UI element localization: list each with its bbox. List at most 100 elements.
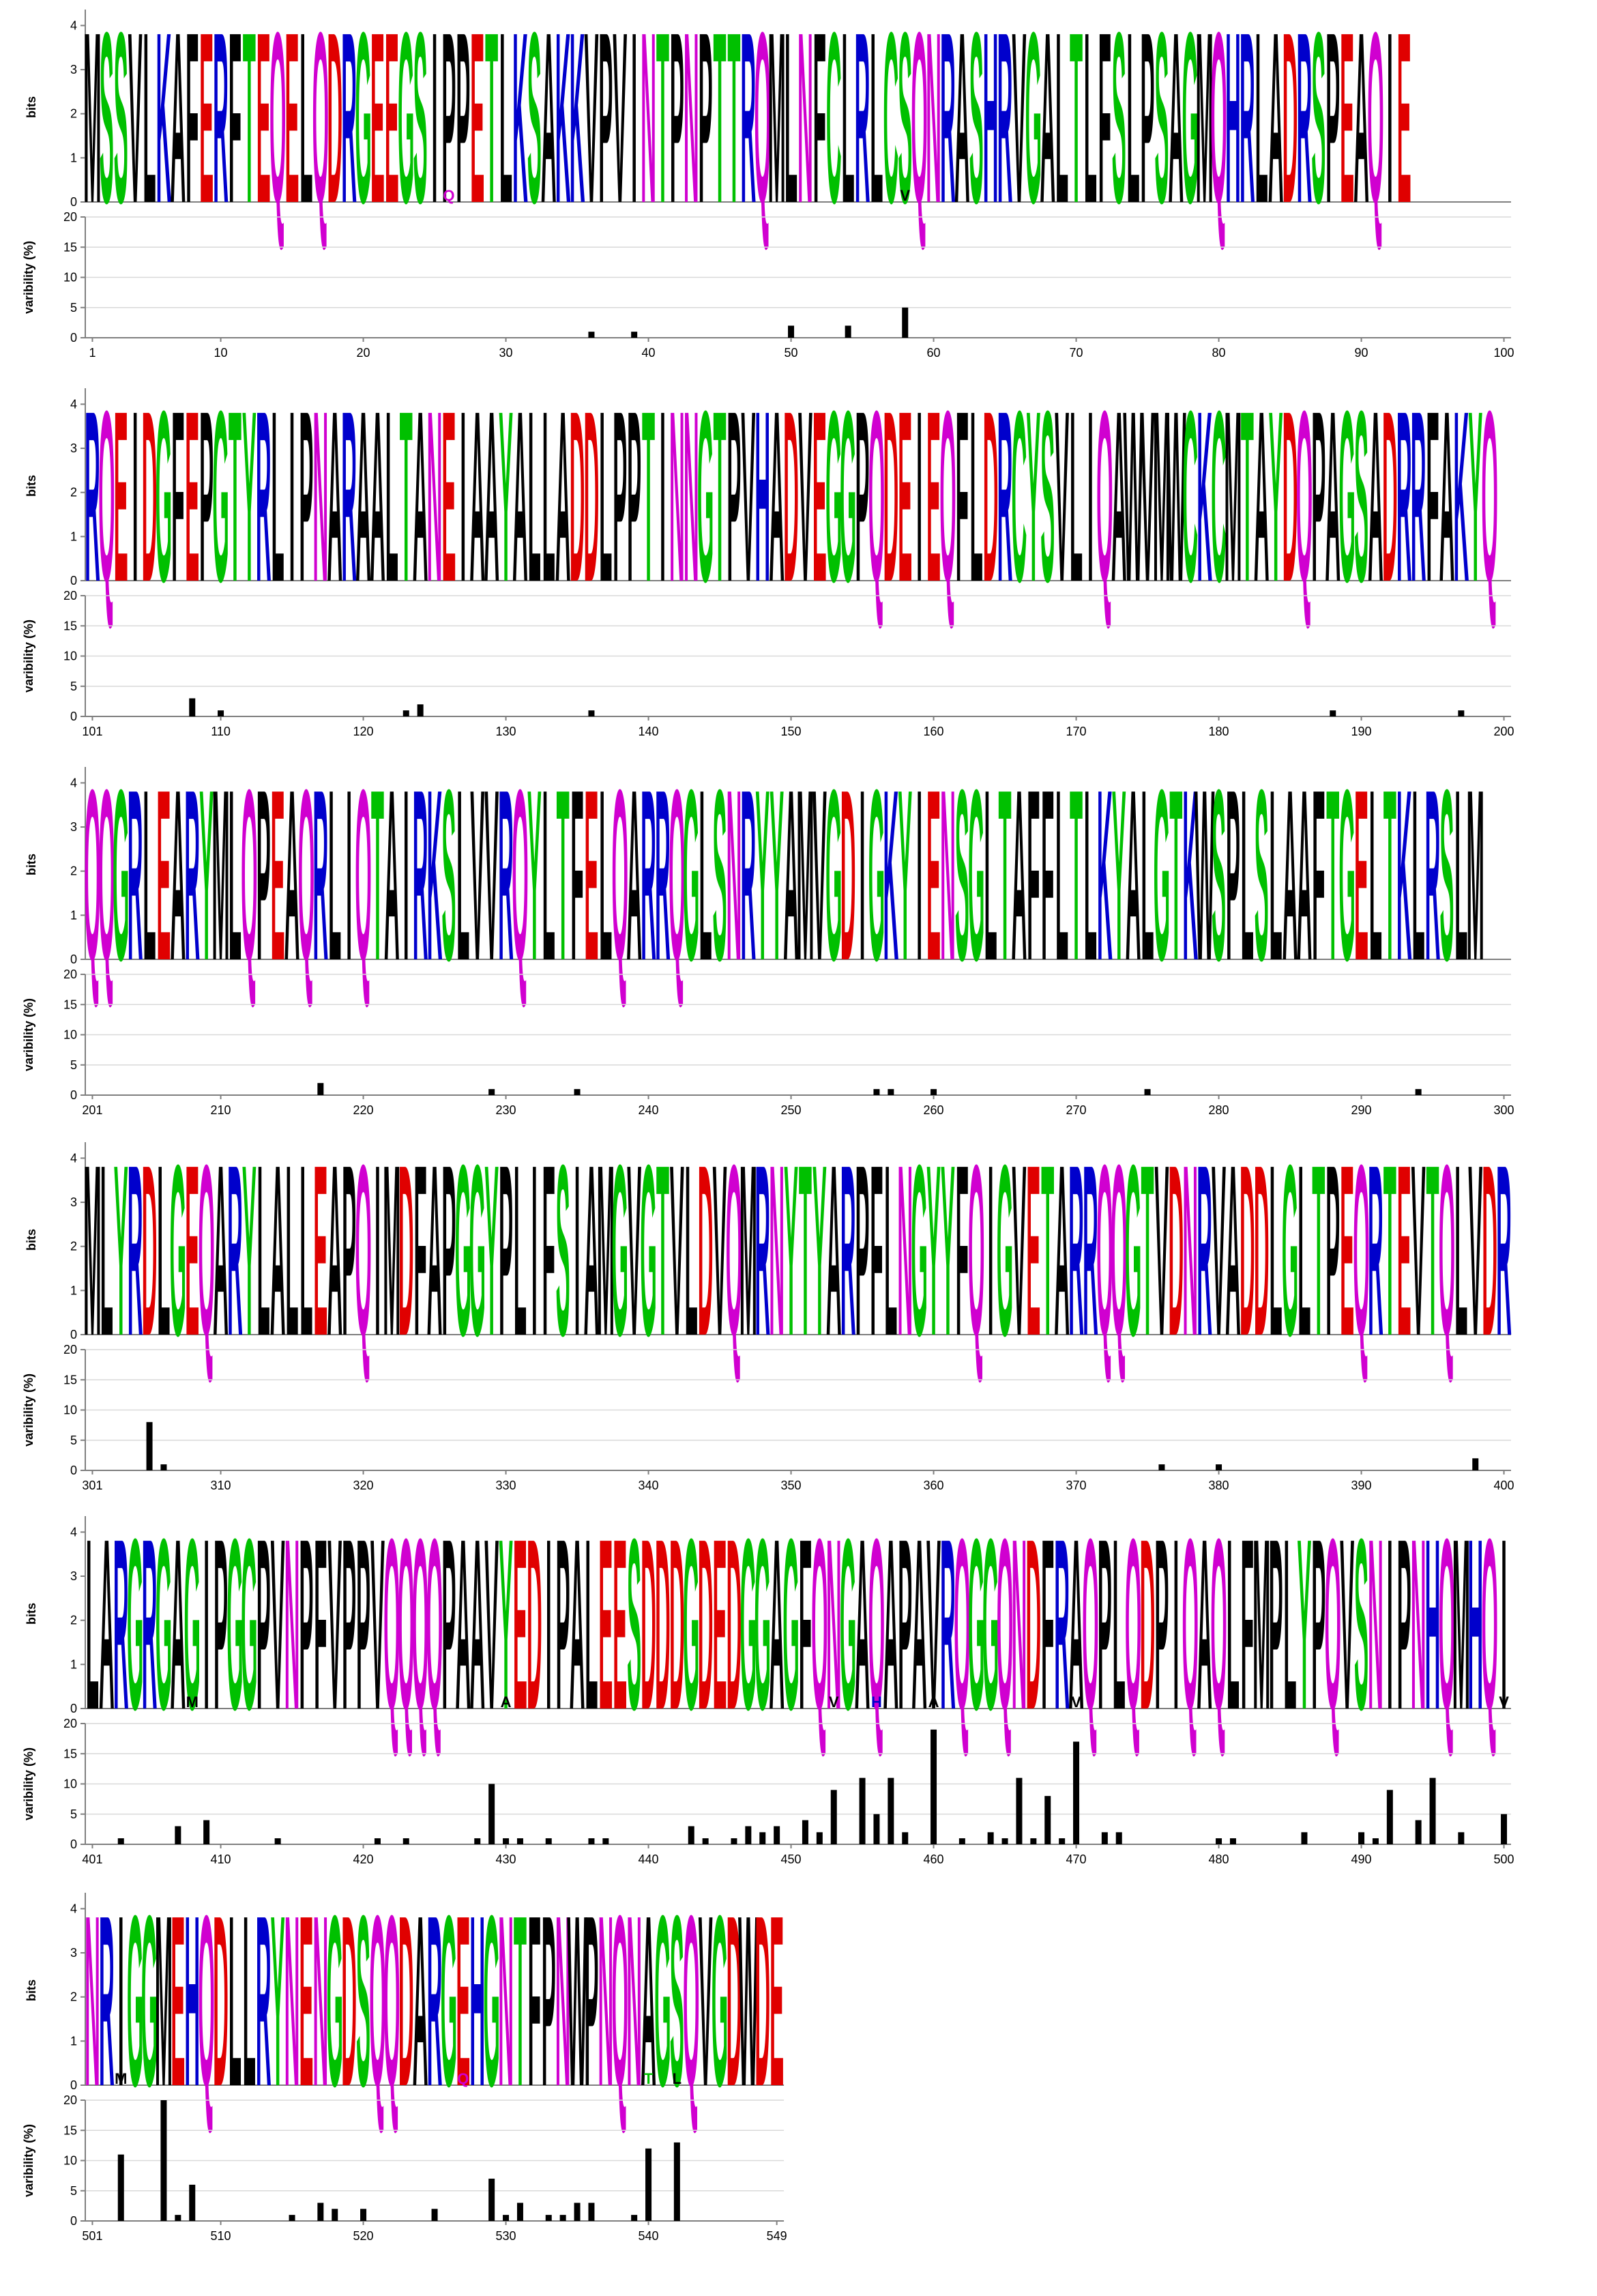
logo-residue: M: [83, 0, 101, 254]
variability-x-tick-label: 10: [214, 346, 228, 360]
logo-residue: A: [769, 1487, 785, 1760]
logo-residue: A: [911, 1487, 927, 1760]
logo-residue: D: [1283, 0, 1298, 254]
variability-x-tick-label: 90: [1355, 346, 1368, 360]
variability-x-tick-label: 360: [924, 1479, 944, 1492]
logo-residue: E: [370, 0, 385, 254]
logo-residue: M: [796, 738, 814, 1011]
logo-residue: G: [697, 360, 714, 633]
logo-minor-residue: Q: [457, 2070, 469, 2087]
logo-residue: D: [1026, 1487, 1042, 1760]
variability-y-axis-label: varibility (%): [22, 620, 35, 693]
logo-residue: G: [355, 0, 371, 254]
logo-residue: N: [313, 1864, 329, 2137]
logo-y-tick-label: 0: [70, 1328, 77, 1341]
logo-residue: V: [1055, 360, 1069, 633]
logo-residue: S: [413, 0, 428, 254]
variability-bar: [631, 2215, 638, 2221]
logo-residue: Y: [770, 738, 784, 1011]
variability-y-axis-label: varibility (%): [22, 1747, 35, 1820]
variability-bar: [845, 325, 851, 338]
logo-residue: E: [1397, 1114, 1411, 1386]
logo-residue: A: [1283, 738, 1298, 1011]
logo-residue: R: [1368, 1114, 1383, 1386]
logo-residue: F: [314, 1487, 327, 1760]
logo-residue: Y: [784, 1114, 798, 1386]
logo-residue: A: [584, 1114, 600, 1386]
logo-residue: L: [1454, 1114, 1467, 1386]
variability-x-tick-label: 490: [1351, 1852, 1372, 1866]
variability-y-tick-label: 15: [63, 1747, 77, 1760]
logo-residue: L: [984, 738, 997, 1011]
logo-residue: T: [656, 0, 669, 254]
logo-residue: Q: [1096, 360, 1113, 633]
logo-residue: R: [341, 360, 357, 633]
logo-residue: F: [1041, 1487, 1054, 1760]
variability-y-tick-label: 0: [70, 1464, 77, 1477]
logo-residue: S: [527, 0, 542, 254]
variability-bar: [888, 1777, 894, 1844]
logo-y-tick-label: 4: [70, 1902, 77, 1915]
logo-residue: S: [898, 0, 912, 254]
logo-residue: Q: [1439, 1114, 1455, 1386]
logo-residue: L: [1255, 0, 1268, 254]
logo-residue: E: [713, 1487, 727, 1760]
variability-bar: [1415, 1820, 1422, 1844]
logo-residue: P: [257, 1487, 271, 1760]
logo-residue: G: [740, 1487, 757, 1760]
logo-residue: G: [184, 1487, 201, 1760]
logo-residue: Q: [355, 738, 371, 1011]
logo-residue: D: [983, 360, 999, 633]
logo-residue: I: [631, 0, 637, 254]
logo-residue: Y: [271, 1864, 285, 2137]
logo-residue: R: [1240, 0, 1255, 254]
logo-residue: G: [156, 360, 172, 633]
logo-residue: L: [299, 1114, 312, 1386]
variability-y-tick-label: 15: [63, 619, 77, 633]
logo-residue: A: [826, 1114, 842, 1386]
logo-residue: Y: [1112, 738, 1126, 1011]
logo-y-tick-label: 1: [70, 529, 77, 543]
variability-x-tick-label: 340: [639, 1479, 659, 1492]
variability-x-tick-label: 320: [353, 1479, 374, 1492]
logo-residue: R: [498, 738, 514, 1011]
logo-residue: T: [243, 0, 256, 254]
logo-residue: E: [812, 360, 827, 633]
logo-residue: G: [754, 1487, 771, 1760]
logo-residue: F: [542, 1114, 555, 1386]
variability-bar: [431, 2209, 438, 2221]
logo-residue: T: [1070, 738, 1083, 1011]
logo-residue: E: [171, 1864, 185, 2137]
logo-residue: L: [229, 738, 241, 1011]
variability-y-tick-label: 10: [63, 1777, 77, 1791]
logo-residue: R: [113, 1487, 129, 1760]
logo-residue: A: [1068, 1487, 1084, 1760]
variability-bar: [1016, 1777, 1023, 1844]
logo-residue: L: [1084, 738, 1097, 1011]
logo-residue: A: [456, 1487, 471, 1760]
variability-x-tick-label: 140: [639, 725, 659, 738]
logo-residue: R: [256, 1864, 272, 2137]
logo-residue: A: [1111, 360, 1127, 633]
variability-x-tick-label: 190: [1351, 725, 1372, 738]
logo-y-tick-label: 3: [70, 1946, 77, 1960]
variability-y-tick-label: 10: [63, 650, 77, 663]
logo-residue: G: [127, 1864, 143, 2137]
logo-residue: L: [143, 738, 156, 1011]
logo-residue: K: [555, 0, 571, 254]
logo-residue: D: [669, 1487, 685, 1760]
logo-residue: R: [997, 360, 1013, 633]
variability-x-tick-label: 530: [496, 2229, 516, 2243]
logo-residue: V: [1468, 1114, 1482, 1386]
variability-bar: [360, 2209, 367, 2221]
logo-residue: G: [156, 1487, 172, 1760]
logo-residue: Q: [1082, 1487, 1098, 1760]
logo-residue: I: [432, 0, 438, 254]
logo-residue: M: [155, 1864, 173, 2137]
logo-residue: P: [299, 360, 313, 633]
variability-x-tick-label: 101: [82, 725, 102, 738]
variability-y-tick-label: 0: [70, 2214, 77, 2228]
logo-residue: N: [1182, 1114, 1198, 1386]
